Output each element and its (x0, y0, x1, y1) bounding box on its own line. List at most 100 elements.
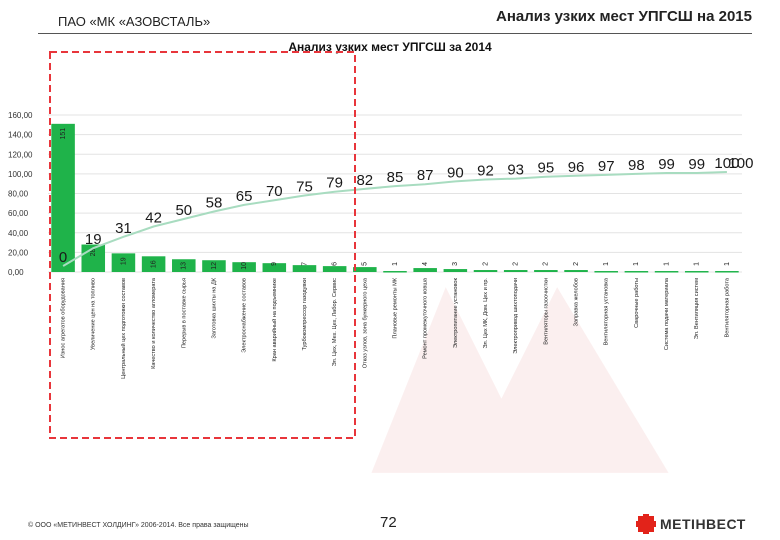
cumulative-label: 79 (326, 175, 343, 192)
y-tick-label: 40,00 (8, 229, 29, 238)
bar-value-label: 9 (271, 262, 278, 266)
bar (473, 270, 498, 272)
x-tick-label: Эл. Цех, Мех. Цех, Лабор. Сервис (332, 278, 338, 367)
x-tick-label: Вентиляторная установка (604, 277, 610, 345)
cumulative-label: 75 (296, 179, 313, 196)
cumulative-label: 92 (477, 163, 494, 180)
bar (262, 263, 287, 272)
x-tick-label: Увеличение цен на топливо (91, 278, 97, 350)
x-tick-label: Турбокомпрессор газодувки (302, 278, 308, 350)
x-tick-label: Система подачи материала (664, 277, 670, 350)
bar (534, 270, 558, 272)
cumulative-label: 100 (728, 155, 753, 172)
cumulative-line (62, 171, 727, 267)
bar-value-label: 1 (724, 262, 731, 266)
bar-value-label: 151 (60, 128, 67, 140)
bar (564, 270, 588, 272)
logo-text: МЕТІНВЕСТ (660, 516, 746, 532)
y-tick-label: 80,00 (8, 190, 29, 199)
cumulative-label: 70 (266, 183, 283, 200)
cumulative-label: 98 (628, 157, 645, 174)
cumulative-label: 42 (145, 210, 162, 227)
bar (322, 266, 347, 272)
x-tick-label: Заготовка шихты на ДК (211, 277, 217, 338)
cumulative-label: 58 (206, 194, 223, 211)
cumulative-label: 96 (568, 159, 585, 176)
x-tick-label: Центральный цех подготовки составов (120, 278, 127, 379)
cumulative-label: 100 (714, 155, 739, 172)
y-tick-label: 160,00 (8, 111, 33, 120)
y-tick-label: 0,00 (8, 268, 24, 277)
x-tick-label: Электропривод шихтоподачи (513, 278, 519, 354)
x-tick-label: Сварочные работы (634, 278, 640, 328)
x-tick-label: Эл. Цех МК, Дом. Цех и пр. (483, 278, 489, 349)
cumulative-label: 85 (387, 169, 404, 186)
bar-value-label: 1 (603, 262, 610, 266)
bar (202, 260, 226, 272)
cumulative-label: 99 (658, 156, 675, 173)
bar-value-label: 2 (573, 262, 580, 266)
chart-grid (48, 114, 742, 273)
bar (624, 271, 649, 273)
bar (292, 265, 317, 272)
bar-value-label: 16 (150, 260, 157, 268)
x-tick-label: Ремонт промежуточного ковша (423, 277, 429, 359)
bar-value-label: 10 (241, 262, 248, 270)
bar (594, 271, 618, 273)
bar-value-label: 12 (211, 262, 218, 270)
header-divider (38, 33, 752, 34)
bar-value-label: 2 (543, 262, 550, 266)
y-tick-label: 60,00 (8, 209, 29, 218)
bar (111, 253, 136, 272)
footer-copyright: © ООО «МЕТИНВЕСТ ХОЛДИНГ» 2006-2014. Все… (28, 522, 249, 529)
y-tick-label: 140,00 (8, 131, 33, 140)
bar-series (51, 123, 739, 273)
bar (503, 270, 528, 272)
x-tick-label: Электропитание установок (453, 277, 459, 348)
bar-value-label: 28 (90, 248, 97, 256)
bar-value-label: 19 (120, 257, 127, 265)
x-tick-label: Вентиляторы газоочистки (543, 278, 549, 345)
bar-value-label: 1 (633, 262, 640, 266)
cumulative-label: 95 (538, 160, 555, 177)
bar-value-label: 1 (392, 262, 399, 266)
cumulative-label: 87 (417, 167, 434, 184)
bar-value-label: 3 (452, 262, 459, 266)
cumulative-label: 99 (688, 156, 705, 173)
bar-value-label: 1 (663, 262, 670, 266)
cumulative-label: 97 (598, 158, 615, 175)
bar (383, 271, 407, 273)
bar (141, 256, 166, 272)
cumulative-label: 50 (175, 202, 192, 219)
chart-title: Анализ узких мест УПГСШ за 2014 (288, 40, 492, 54)
cumulative-label: 90 (447, 164, 464, 181)
metinvest-logo-icon (636, 514, 656, 534)
highlight-frame (49, 51, 356, 439)
x-tick-label: Отказ узлов, зона бункерного цеха (362, 277, 368, 368)
watermark-logo-icon (371, 287, 669, 473)
bar (715, 271, 739, 273)
bar (684, 271, 709, 273)
bar-value-label: 1 (694, 262, 701, 266)
x-tick-label: Качество и количество агломерата (151, 277, 157, 369)
bar (654, 271, 679, 273)
bar-value-label: 7 (301, 262, 308, 266)
y-tick-label: 100,00 (8, 170, 33, 179)
company-name: ПАО «МК «АЗОВСТАЛЬ» (58, 14, 211, 29)
y-tick-label: 120,00 (8, 150, 33, 159)
bar (232, 262, 256, 272)
y-tick-label: 20,00 (8, 248, 29, 257)
cumulative-label: 31 (115, 220, 132, 237)
bar-value-label: 13 (181, 262, 188, 270)
x-axis-labels: Износ агрегатов оборудования Увеличение ц… (61, 277, 731, 379)
bar-value-label: 5 (362, 262, 369, 266)
bar-value-label: 2 (482, 262, 489, 266)
bar-value-label: 4 (422, 262, 429, 266)
cumulative-label: 82 (356, 172, 373, 189)
x-tick-label: Плановые ремонты МК (392, 277, 398, 338)
x-tick-label: Заправка желобов (574, 278, 580, 326)
x-tick-label: Перерыв в поставке сырья (181, 278, 187, 348)
